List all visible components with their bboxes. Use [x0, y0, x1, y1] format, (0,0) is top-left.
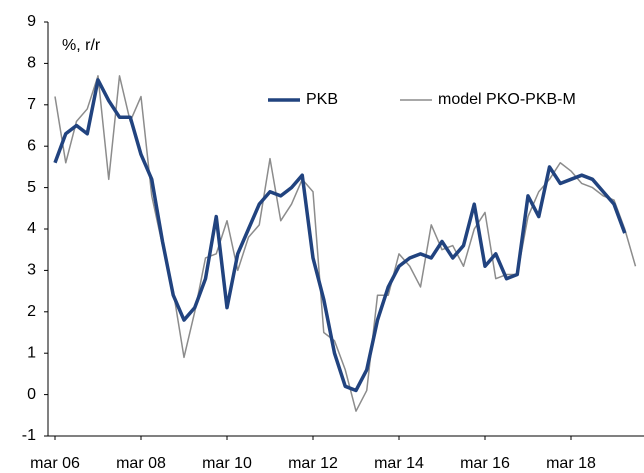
y-tick-label: 2: [27, 303, 36, 320]
unit-annotation: %, r/r: [62, 37, 101, 54]
x-tick-label: mar 12: [288, 455, 338, 472]
series-line: [53, 78, 627, 393]
x-tick-label: mar 14: [374, 455, 424, 472]
x-tick-label: mar 10: [202, 455, 252, 472]
y-tick-label: -1: [22, 427, 36, 444]
x-tick-label: mar 16: [460, 455, 510, 472]
legend-label: model PKO-PKB-M: [438, 91, 576, 108]
y-tick-label: 5: [27, 179, 36, 196]
x-tick-label: mar 18: [546, 455, 596, 472]
x-tick-label: mar 06: [30, 455, 80, 472]
y-tick-label: 9: [27, 13, 36, 30]
y-tick-label: 7: [27, 96, 36, 113]
legend-label: PKB: [306, 91, 338, 108]
y-tick-label: 3: [27, 262, 36, 279]
y-tick-label: 4: [27, 220, 36, 237]
y-tick-label: 8: [27, 55, 36, 72]
y-tick-label: 0: [27, 386, 36, 403]
y-tick-label: 1: [27, 344, 36, 361]
y-tick-label: 6: [27, 137, 36, 154]
x-tick-label: mar 08: [116, 455, 166, 472]
series-line: [54, 75, 637, 412]
